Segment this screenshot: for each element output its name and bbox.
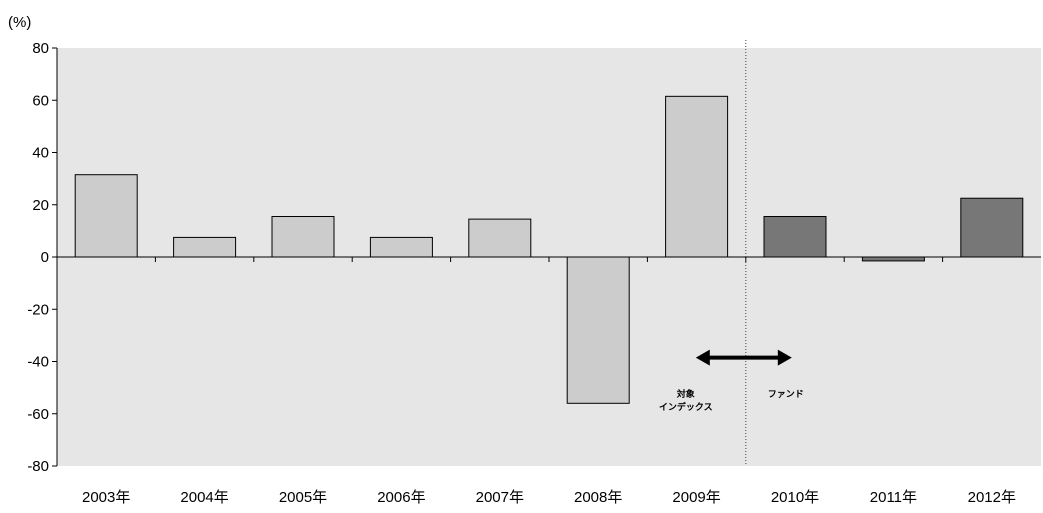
x-tick-label: 2003年 [82, 489, 130, 506]
fund-label: ファンド [768, 389, 804, 400]
bar-4 [468, 218, 532, 258]
bar-1 [173, 236, 237, 258]
arrow-head-right [777, 349, 792, 366]
y-tick-label: 20 [32, 197, 49, 214]
bar-2 [271, 216, 335, 258]
bar-0 [74, 174, 138, 258]
bar-5 [566, 256, 630, 404]
index-label-line1: 対象 [676, 388, 695, 400]
x-tick-labels: 2003年 2004年 2005年 2006年 2007年 2008年 2009年 2010年… [82, 489, 1016, 506]
double-arrow-icon [695, 349, 792, 366]
y-tick-label: 40 [32, 145, 49, 162]
index-label-line2: インデックス [659, 401, 713, 413]
x-tick-label: 2005年 [279, 489, 327, 506]
x-tick-label: 2007年 [476, 489, 524, 506]
arrow-head-left [695, 349, 710, 366]
y-tick-label: -60 [27, 406, 49, 423]
bar-9 [960, 197, 1024, 258]
y-tick-label: 60 [32, 92, 49, 109]
y-tick-label: -80 [27, 458, 49, 475]
y-tick-label: -40 [27, 354, 49, 371]
x-tick-label: 2009年 [672, 489, 720, 506]
y-tick-label: -20 [27, 301, 49, 318]
bar-3 [369, 236, 433, 258]
x-tick-label: 2008年 [574, 489, 622, 506]
y-unit-label: (%) [8, 14, 31, 31]
y-tick-label: 80 [32, 40, 49, 57]
x-tick-label: 2011年 [870, 489, 917, 506]
y-tick-label: 0 [41, 249, 49, 266]
bars [74, 95, 1024, 404]
x-tick-label: 2004年 [180, 489, 228, 506]
x-tick-label: 2006年 [377, 489, 425, 506]
axes [52, 47, 1041, 467]
bar-7 [763, 216, 827, 258]
y-tick-labels: 80 60 40 20 0 -20 -40 -60 -80 [27, 40, 49, 475]
x-tick-label: 2012年 [968, 489, 1016, 506]
x-tick-label: 2010年 [771, 489, 819, 506]
bar-6 [665, 95, 729, 258]
index-fund-annotation: 対象 インデックス ファンド [659, 40, 804, 466]
bar-8 [861, 256, 925, 262]
